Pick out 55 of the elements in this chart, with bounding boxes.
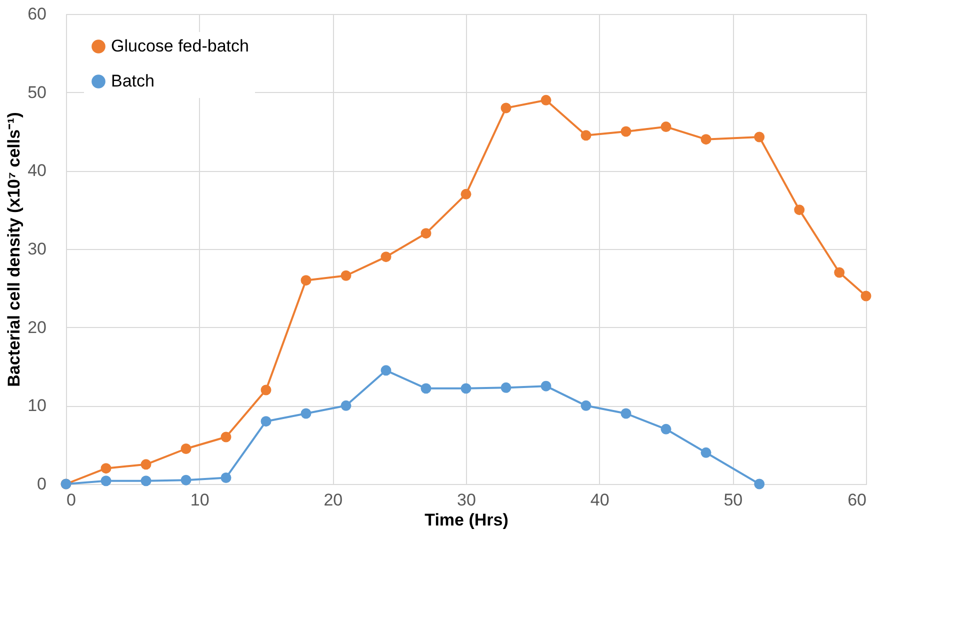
y-tick-label: 60 <box>28 4 46 24</box>
point <box>340 270 352 281</box>
x-tick-label: 20 <box>324 490 343 510</box>
point <box>540 380 552 392</box>
x-tick-label: 10 <box>190 490 210 510</box>
x-axis-title: Time (Hrs) <box>424 510 508 530</box>
point <box>794 204 805 216</box>
point <box>754 132 765 142</box>
point <box>340 400 352 411</box>
y-tick-label: 0 <box>37 474 46 494</box>
legend-label: Batch <box>111 72 154 90</box>
point <box>180 444 192 454</box>
point <box>500 382 512 393</box>
y-tick-label: 40 <box>28 161 46 180</box>
point <box>100 463 112 474</box>
point <box>754 478 765 490</box>
point <box>660 424 672 434</box>
point <box>380 252 392 262</box>
point <box>380 365 392 376</box>
point <box>580 130 592 141</box>
point <box>700 447 712 458</box>
point <box>540 94 552 106</box>
x-tick-label: 60 <box>848 490 866 510</box>
point <box>100 476 112 486</box>
point <box>620 408 632 419</box>
point <box>700 134 712 145</box>
point <box>860 290 872 302</box>
point <box>460 188 472 200</box>
x-tick-label: 50 <box>724 490 743 510</box>
x-tick-label: 0 <box>66 490 76 510</box>
point <box>300 275 312 286</box>
point <box>220 432 232 442</box>
point <box>140 459 152 470</box>
point <box>300 408 312 419</box>
point <box>140 476 152 486</box>
point <box>420 228 432 239</box>
legend-label: Glucose fed-batch <box>111 36 249 56</box>
y-tick-label: 50 <box>28 82 46 102</box>
y-tick-label: 30 <box>28 240 46 258</box>
point <box>180 474 192 486</box>
point <box>420 383 432 394</box>
y-tick-label: 20 <box>28 318 46 337</box>
point <box>260 416 272 427</box>
point <box>834 267 845 278</box>
point <box>620 126 632 137</box>
point <box>660 122 672 132</box>
y-tick-label: 10 <box>28 396 46 416</box>
point <box>580 400 592 411</box>
x-tick-label: 30 <box>457 490 476 510</box>
point <box>260 384 272 396</box>
y-axis-title: Bacterial cell density (x10⁷ cells⁻¹) <box>4 112 24 387</box>
point <box>220 472 232 483</box>
point <box>500 102 512 114</box>
x-tick-label: 40 <box>590 490 610 510</box>
point <box>460 383 472 394</box>
